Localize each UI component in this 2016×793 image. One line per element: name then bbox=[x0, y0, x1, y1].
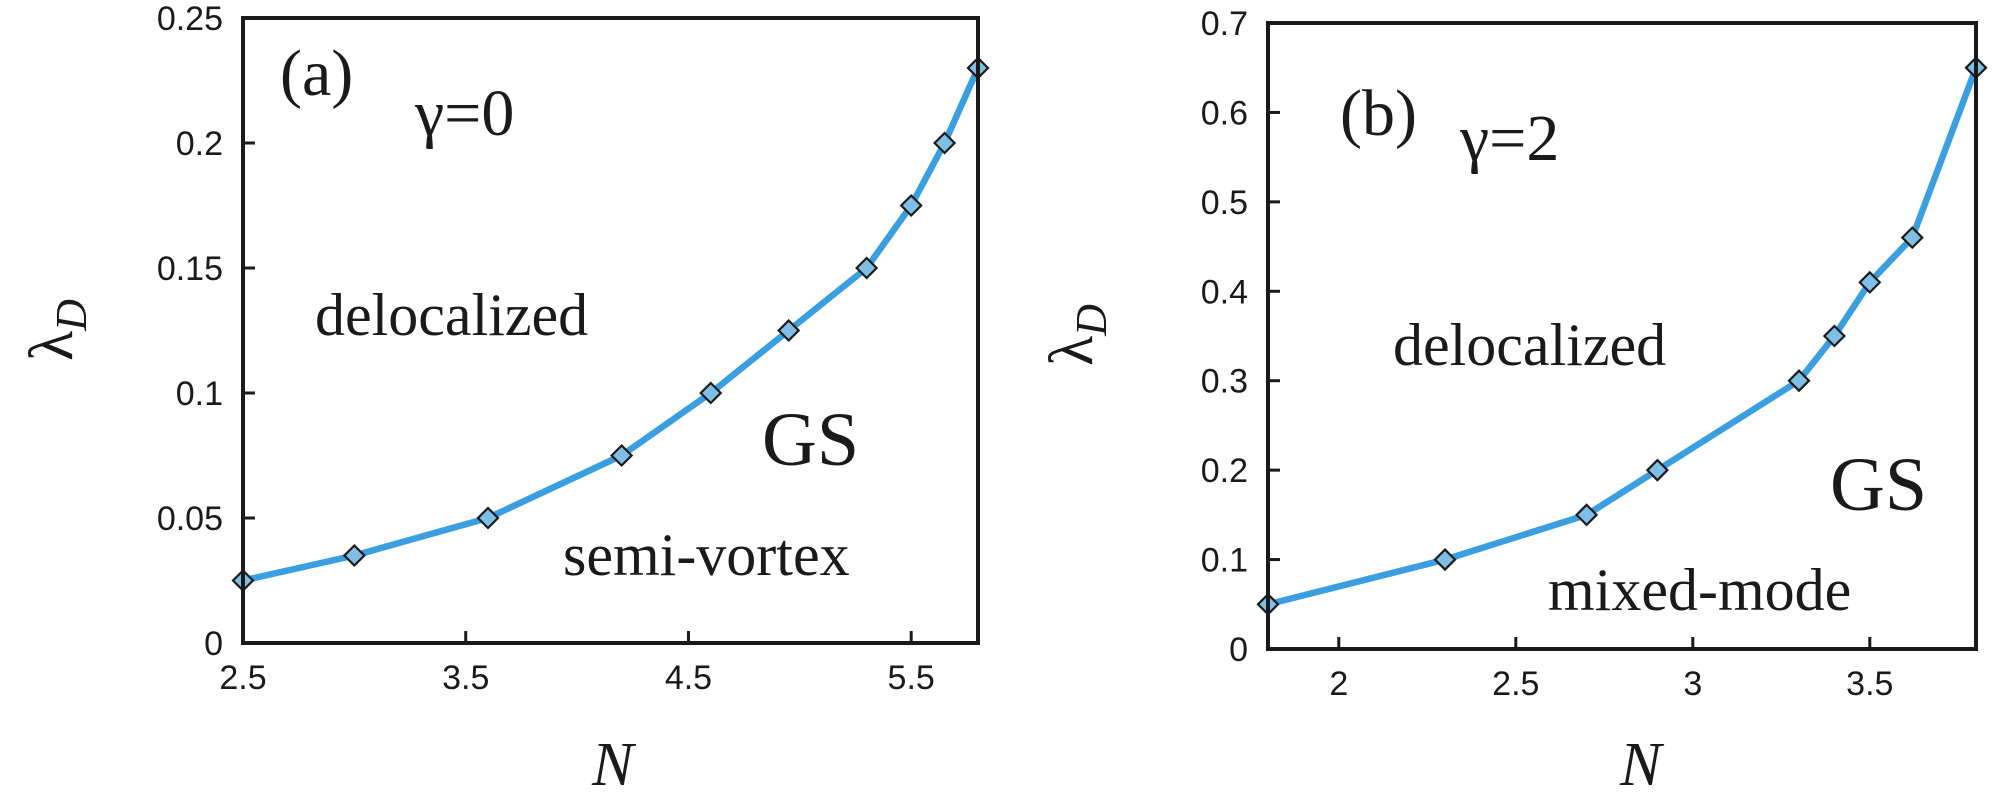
x-tick-label: 2.5 bbox=[1492, 665, 1539, 703]
y-tick-label: 0 bbox=[1229, 631, 1248, 669]
y-axis-title-sub: D bbox=[1067, 304, 1116, 337]
data-point bbox=[1858, 270, 1882, 294]
y-axis-title: λD bbox=[1038, 304, 1116, 366]
y-tick-label: 0.5 bbox=[1201, 184, 1248, 222]
data-point bbox=[1575, 503, 1599, 527]
y-axis-title: λD bbox=[18, 299, 96, 361]
y-tick-label: 0.2 bbox=[1201, 452, 1248, 490]
axis-ticks: 2 2.5 3 3.5 0 0.1 0.2 0.3 0.4 0.5 0.6 0.7 bbox=[1201, 5, 1894, 703]
plot-frame bbox=[241, 16, 980, 645]
region-label-lower: semi-vortex bbox=[563, 522, 850, 588]
plot-frame bbox=[1266, 21, 1978, 651]
y-tick-label: 0.4 bbox=[1201, 273, 1248, 311]
y-axis-title-main: λ bbox=[1038, 336, 1106, 366]
y-tick-label: 0.6 bbox=[1201, 94, 1248, 132]
x-tick-label: 4.5 bbox=[665, 659, 712, 697]
region-label-gs: GS bbox=[1830, 443, 1927, 527]
data-point bbox=[699, 381, 723, 405]
x-tick-label: 3.5 bbox=[1846, 665, 1893, 703]
x-axis-title: N bbox=[591, 731, 637, 793]
data-point bbox=[610, 443, 634, 468]
y-axis-title-sub: D bbox=[47, 299, 96, 332]
y-tick-label: 0.25 bbox=[157, 0, 223, 38]
x-tick-label: 2 bbox=[1329, 665, 1348, 703]
x-axis-title: N bbox=[1619, 731, 1665, 793]
y-axis-title-main: λ bbox=[18, 331, 86, 361]
region-label-gs: GS bbox=[762, 398, 859, 482]
x-tick-label: 2.5 bbox=[219, 659, 266, 697]
panel-label: (a) bbox=[280, 37, 353, 110]
x-tick-label: 3.5 bbox=[442, 659, 489, 697]
data-point bbox=[1645, 458, 1669, 482]
data-point bbox=[933, 131, 957, 155]
data-point bbox=[1822, 324, 1846, 348]
panel-label: (b) bbox=[1340, 77, 1417, 150]
svg-text:λD: λD bbox=[1038, 304, 1116, 366]
y-tick-label: 0.3 bbox=[1201, 363, 1248, 401]
data-point bbox=[855, 256, 879, 280]
y-tick-label: 0.1 bbox=[176, 375, 223, 413]
x-tick-label: 5.5 bbox=[888, 659, 935, 697]
region-label-lower: mixed-mode bbox=[1548, 557, 1851, 623]
data-point bbox=[1787, 369, 1811, 393]
region-label-upper: delocalized bbox=[1393, 312, 1666, 378]
data-point bbox=[1433, 548, 1457, 572]
y-tick-label: 0.1 bbox=[1201, 542, 1248, 580]
y-tick-label: 0 bbox=[204, 625, 223, 663]
y-tick-label: 0.2 bbox=[176, 125, 223, 163]
y-tick-label: 0.05 bbox=[157, 500, 223, 538]
panel-b: 2 2.5 3 3.5 0 0.1 0.2 0.3 0.4 0.5 0.6 0.7 (b) γ=2 d… bbox=[1038, 5, 1988, 793]
data-point bbox=[342, 543, 366, 568]
data-point bbox=[1900, 226, 1924, 250]
parameter-label: γ=0 bbox=[414, 77, 514, 150]
data-point bbox=[899, 193, 923, 218]
panel-a: 2.5 3.5 4.5 5.500.050.10.150.20.25 (a) γ=0 … bbox=[18, 0, 990, 793]
y-tick-label: 0.15 bbox=[157, 250, 223, 288]
data-point bbox=[476, 506, 500, 530]
data-point bbox=[777, 318, 801, 343]
axis-ticks: 2.5 3.5 4.5 5.5 0 0.05 0.1 0.15 0.2 0.25 bbox=[157, 0, 935, 697]
y-tick-label: 0.7 bbox=[1201, 5, 1248, 43]
region-label-upper: delocalized bbox=[315, 282, 588, 348]
parameter-label: γ=2 bbox=[1459, 102, 1559, 175]
series-line bbox=[239, 64, 982, 584]
x-tick-label: 3 bbox=[1683, 665, 1702, 703]
svg-text:λD: λD bbox=[18, 299, 96, 361]
